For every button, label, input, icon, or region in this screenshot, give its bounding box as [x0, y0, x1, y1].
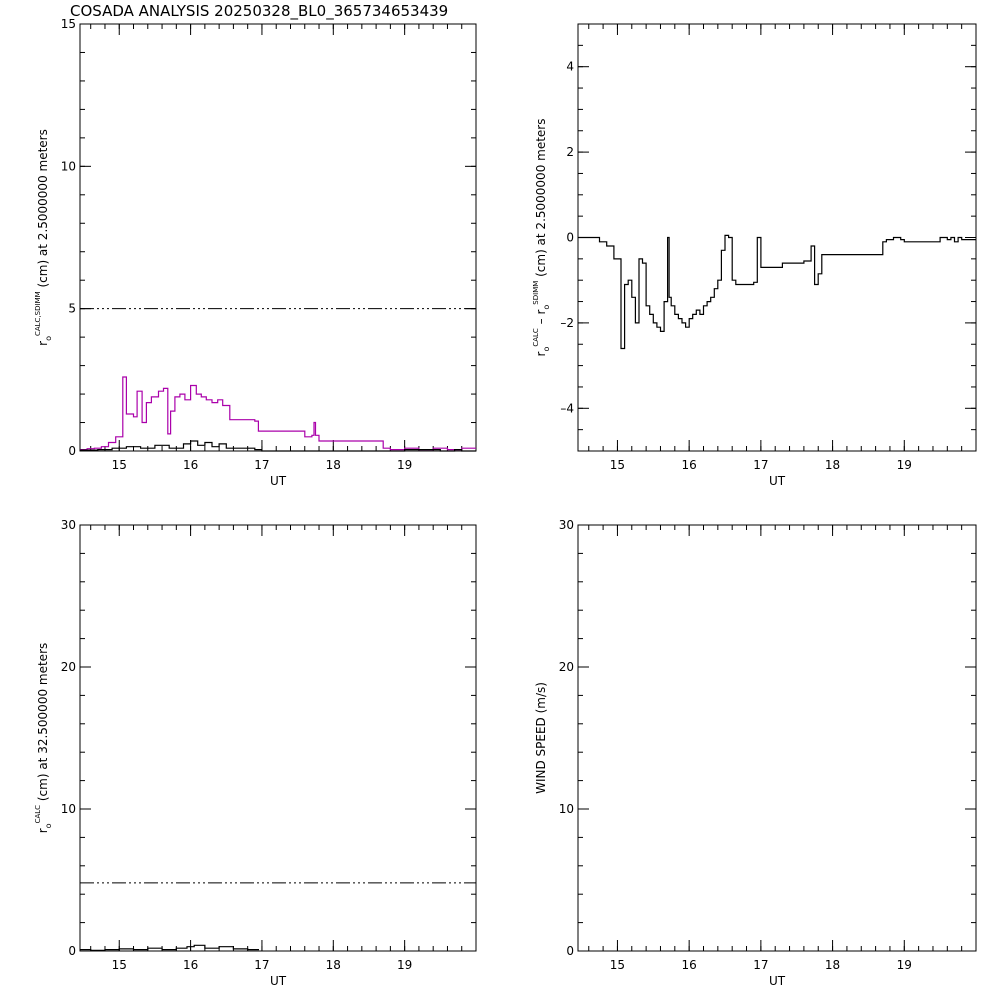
y-tick-label: 4: [566, 60, 574, 74]
y-tick-label: 10: [61, 159, 76, 173]
y-axis-label: roCALC,SDIMM (cm) at 2.5000000 meters: [34, 129, 53, 346]
y-axis-label-part: SDIMM: [532, 281, 540, 305]
y-axis-label: roCALC (cm) at 32.500000 meters: [34, 643, 53, 834]
y-tick-label: 10: [61, 802, 76, 816]
x-tick-label: 18: [326, 958, 341, 972]
plot-frame: [577, 23, 977, 452]
y-tick-label: 5: [68, 302, 76, 316]
y-tick-label: 0: [566, 944, 574, 958]
x-axis-label: UT: [769, 474, 786, 488]
x-tick-label: 18: [326, 458, 341, 472]
plot-frame: [577, 524, 977, 952]
x-axis-label: UT: [270, 974, 287, 988]
y-tick-label: 0: [68, 944, 76, 958]
y-axis-label-part: – r: [534, 310, 548, 329]
x-axis-label: UT: [769, 974, 786, 988]
plot-frame: [79, 23, 477, 452]
chart-panel-1: 15 16 17 18 19 0 5 10 15 UT roCALC,SDIMM (cm) at 2…: [34, 17, 477, 488]
y-axis-label-part: o: [542, 305, 551, 310]
y-axis-label-part: o: [542, 347, 551, 352]
x-tick-label: 19: [397, 458, 412, 472]
x-tick-label: 17: [753, 458, 768, 472]
series-line-1: [80, 376, 476, 451]
x-tick-label: 15: [610, 958, 625, 972]
y-axis-label-part: (cm) at 2.5000000 meters: [534, 119, 548, 281]
y-tick-label: 30: [61, 518, 76, 532]
y-tick-label: 20: [61, 660, 76, 674]
x-axis-label: UT: [270, 474, 287, 488]
x-tick-label: 18: [825, 458, 840, 472]
y-axis-label-part: CALC: [532, 328, 540, 347]
y-axis-label-part: CALC: [34, 805, 42, 824]
y-tick-label: 0: [68, 444, 76, 458]
y-axis-label-part: r: [534, 351, 548, 356]
y-tick-label: 20: [559, 660, 574, 674]
y-tick-label: –4: [560, 401, 574, 415]
series-line-1: [80, 944, 259, 951]
x-tick-label: 19: [397, 958, 412, 972]
y-axis-label: roCALC – roSDIMM (cm) at 2.5000000 meter…: [532, 119, 551, 357]
x-tick-label: 16: [183, 958, 198, 972]
series-line-2: [80, 440, 476, 452]
y-axis-label-part: CALC,SDIMM: [34, 291, 42, 336]
x-tick-label: 15: [610, 458, 625, 472]
y-tick-label: –2: [560, 316, 574, 330]
x-tick-label: 19: [897, 458, 912, 472]
y-tick-label: 0: [566, 231, 574, 245]
x-tick-label: 15: [112, 958, 127, 972]
y-axis-label-part: o: [44, 823, 53, 828]
x-tick-label: 17: [254, 958, 269, 972]
y-axis-label-part: r: [36, 341, 50, 346]
y-axis-label-part: o: [44, 336, 53, 341]
y-axis-label: WIND SPEED (m/s): [534, 682, 548, 794]
y-tick-label: 15: [61, 17, 76, 31]
y-tick-label: 2: [566, 145, 574, 159]
x-tick-label: 17: [254, 458, 269, 472]
x-tick-label: 19: [897, 958, 912, 972]
x-tick-label: 16: [183, 458, 198, 472]
y-tick-label: 30: [559, 518, 574, 532]
chart-panel-3: 15 16 17 18 19 0 10 20 30 UT roCALC (cm) at 32.500…: [34, 518, 477, 988]
y-axis-label-part: (cm) at 2.5000000 meters: [36, 129, 50, 291]
y-axis-label-part: (cm) at 32.500000 meters: [36, 643, 50, 805]
page-title: COSADA ANALYSIS 20250328_BL0_36573465343…: [70, 2, 449, 20]
plot-frame: [79, 524, 477, 952]
y-tick-label: 10: [559, 802, 574, 816]
x-tick-label: 15: [112, 458, 127, 472]
x-tick-label: 16: [682, 458, 697, 472]
chart-panel-4: 15 16 17 18 19 0 10 20 30 UT WIND SPEED (m/s): [534, 518, 977, 988]
x-tick-label: 18: [825, 958, 840, 972]
series-line-1: [578, 234, 976, 350]
y-axis-label-part: r: [36, 828, 50, 833]
x-tick-label: 17: [753, 958, 768, 972]
x-tick-label: 16: [682, 958, 697, 972]
